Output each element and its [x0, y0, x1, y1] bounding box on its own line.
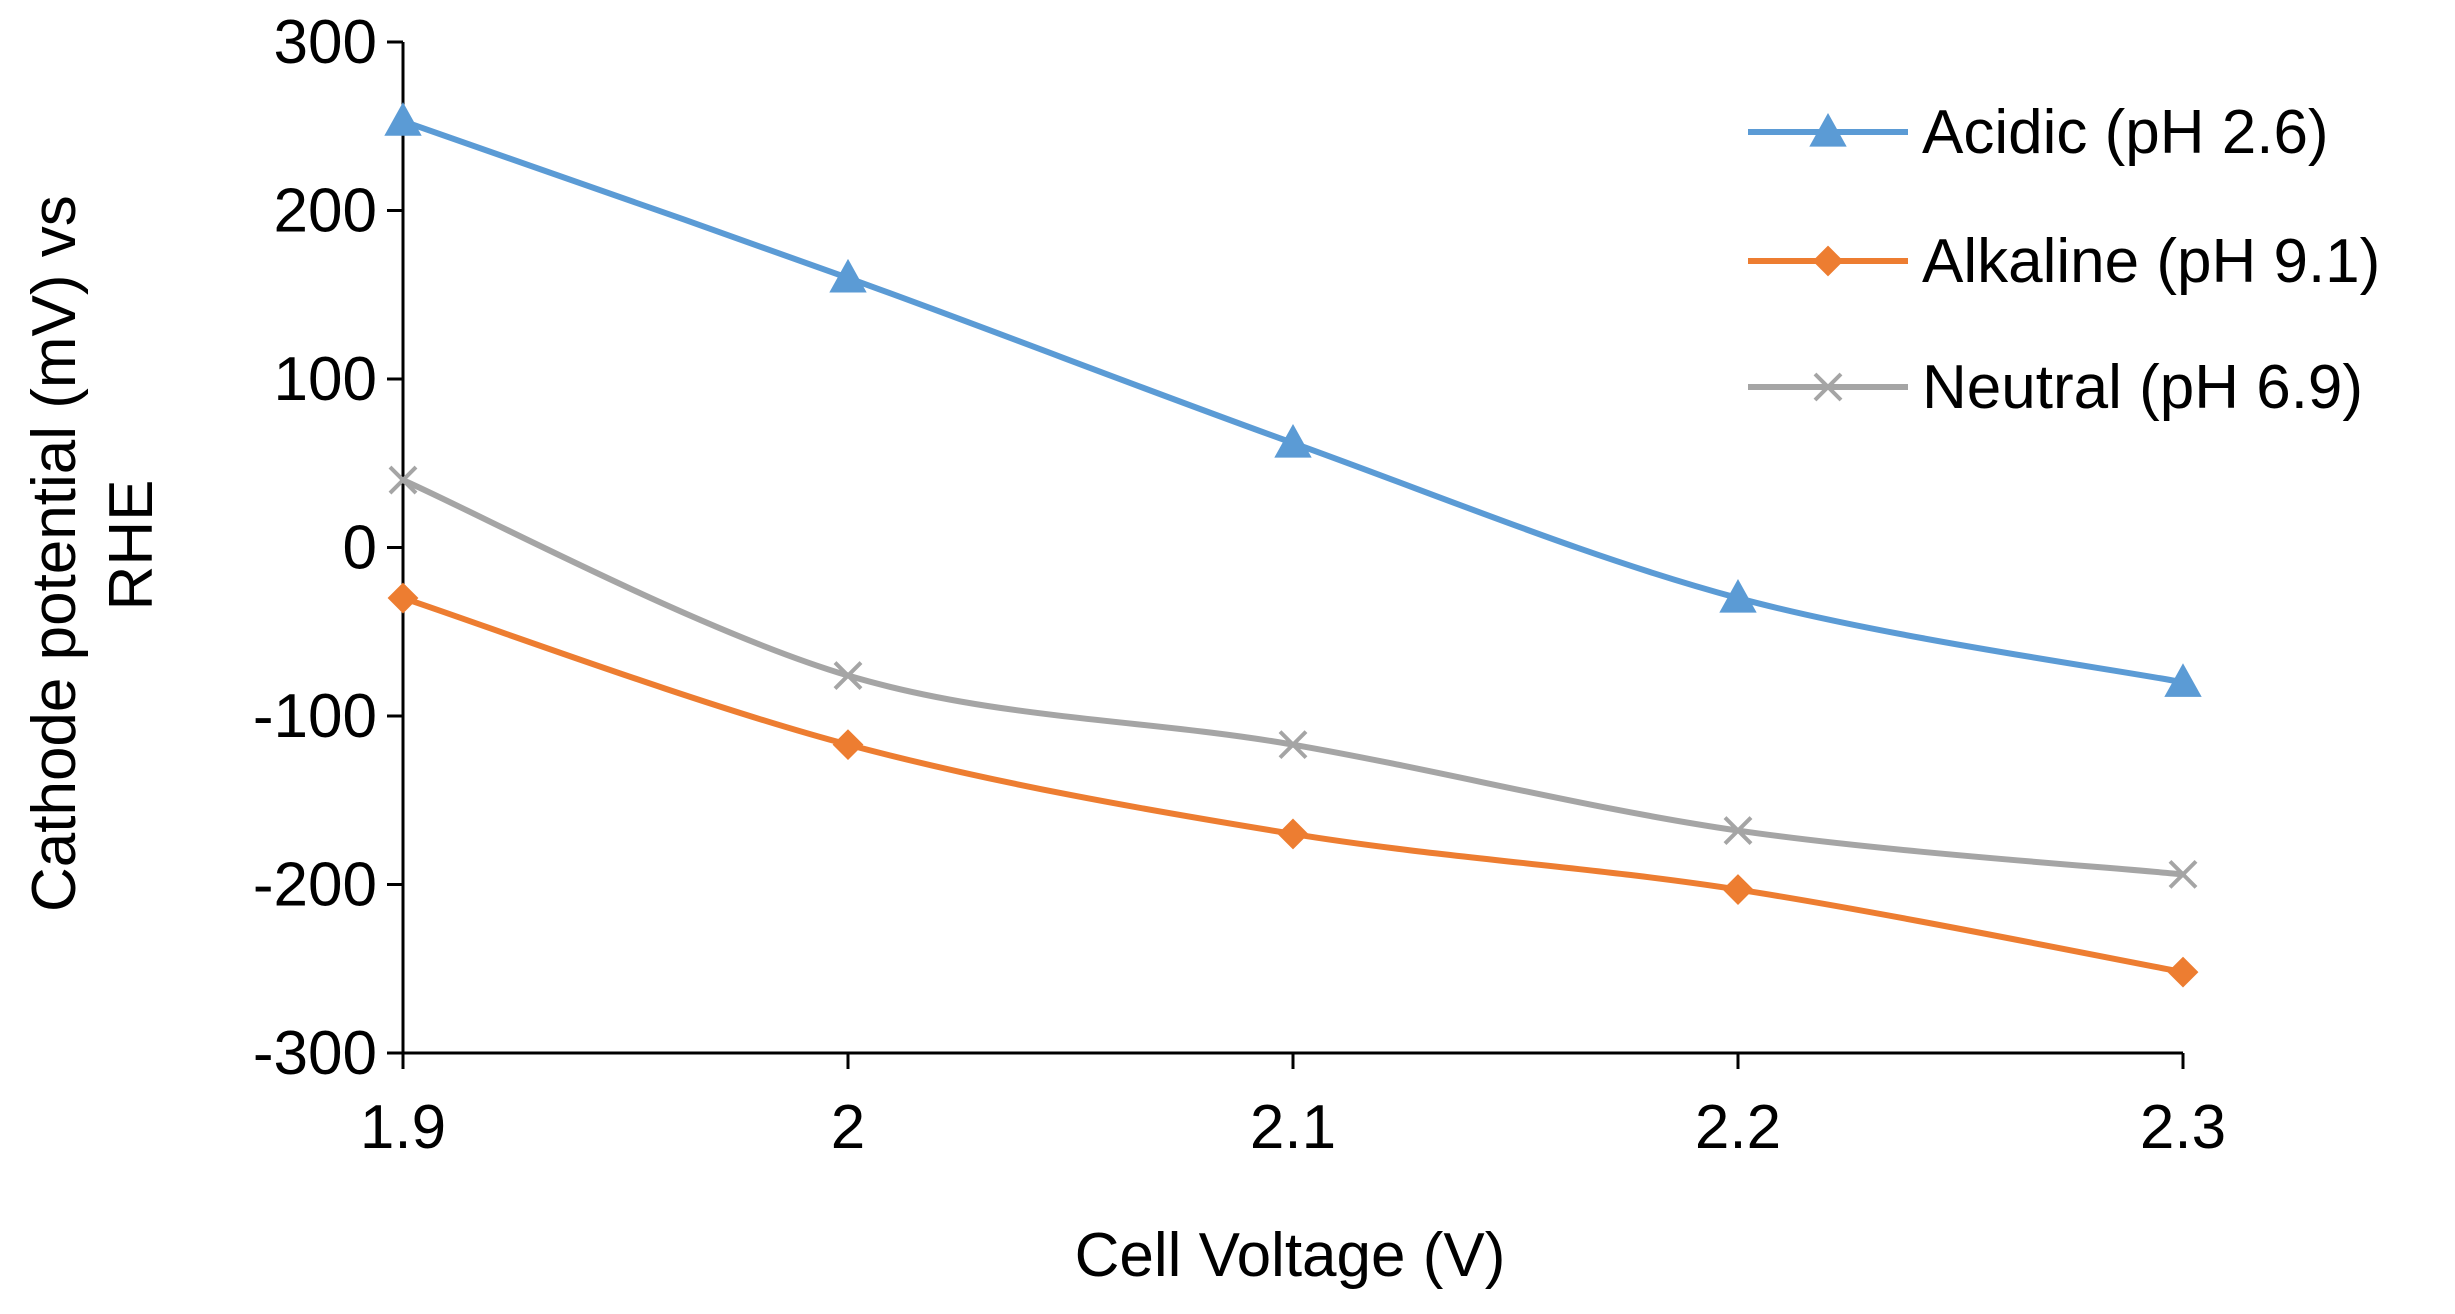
legend-item-neutral: Neutral (pH 6.9): [1748, 353, 2363, 422]
data-point-neutral: [833, 661, 863, 690]
x-tick-label: 2.2: [1695, 1093, 1781, 1162]
y-tick-label: -100: [253, 682, 377, 751]
series-line-neutral: [400, 477, 2186, 878]
x-tick-label: 1.9: [360, 1093, 446, 1162]
legend-marker: [1813, 372, 1843, 402]
data-point-alkaline: [1722, 874, 1754, 905]
x-tick-label: 2: [831, 1093, 865, 1162]
y-tick-label: -200: [253, 851, 377, 920]
data-point-acidic: [384, 102, 422, 136]
legend-marker: [1812, 245, 1844, 277]
data-point-neutral: [388, 465, 418, 495]
series-layer: [384, 102, 2202, 988]
y-axis-title-line-2: RHE: [97, 480, 166, 611]
y-tick-label: 100: [274, 345, 377, 414]
data-point-alkaline: [832, 729, 864, 761]
series-neutral: [388, 465, 2198, 889]
series-acidic: [384, 102, 2202, 697]
y-axis-title-line-1: Cathode potential (mV) vs: [20, 195, 89, 912]
data-point-acidic: [2164, 663, 2202, 697]
legend-item-alkaline: Alkaline (pH 9.1): [1748, 227, 2380, 296]
data-point-neutral: [1278, 730, 1308, 760]
legend-label: Alkaline (pH 9.1): [1922, 227, 2380, 296]
data-point-alkaline: [2167, 956, 2199, 988]
data-point-acidic: [1719, 578, 1757, 613]
legend-label: Acidic (pH 2.6): [1922, 98, 2329, 167]
x-tick-label: 2.3: [2140, 1093, 2226, 1162]
data-point-acidic: [829, 258, 867, 293]
data-point-alkaline: [1277, 818, 1309, 850]
y-tick-label: 200: [274, 177, 377, 246]
x-axis-title: Cell Voltage (V): [1075, 1221, 1506, 1290]
legend-label: Neutral (pH 6.9): [1922, 353, 2363, 422]
data-point-neutral: [2168, 859, 2198, 889]
legend-marker: [1809, 112, 1847, 147]
x-tick-label: 2.1: [1250, 1093, 1336, 1162]
data-point-acidic: [1274, 423, 1312, 458]
series-line-alkaline: [400, 595, 2186, 976]
data-point-neutral: [1723, 816, 1753, 845]
data-point-alkaline: [387, 582, 419, 614]
y-tick-label: -300: [253, 1019, 377, 1088]
legend: Acidic (pH 2.6) Alkaline (pH 9.1) Neutral …: [1748, 98, 2380, 422]
series-line-acidic: [400, 118, 2186, 686]
y-tick-label: 300: [274, 8, 377, 77]
series-alkaline: [387, 582, 2199, 988]
y-tick-label: 0: [343, 514, 377, 583]
y-axis-title: Cathode potential (mV) vs RHE: [20, 178, 166, 912]
legend-item-acidic: Acidic (pH 2.6): [1748, 98, 2329, 167]
